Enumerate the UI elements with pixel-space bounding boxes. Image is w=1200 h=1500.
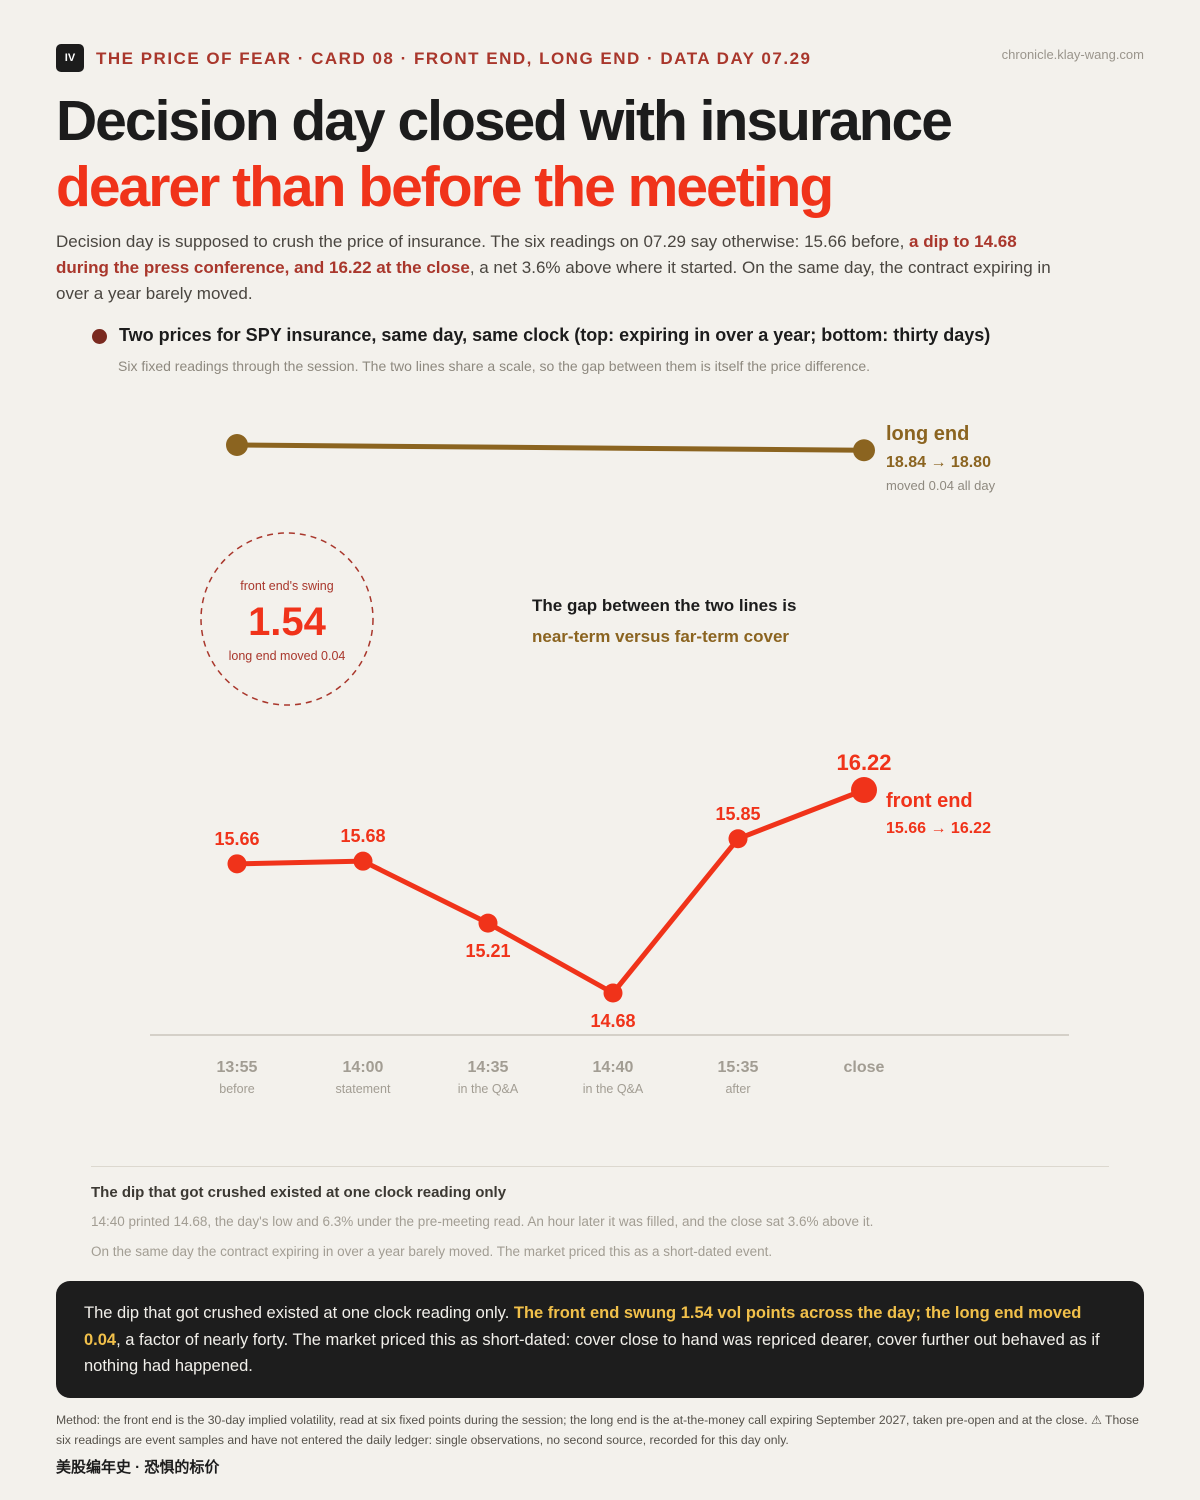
notes-title: The dip that got crushed existed at one … bbox=[91, 1184, 507, 1201]
callout-part-1: The dip that got crushed existed at one … bbox=[84, 1304, 514, 1322]
front-end-value-label: 15.85 bbox=[715, 804, 760, 824]
front-end-value-label: 14.68 bbox=[590, 1011, 635, 1031]
x-tick-label: in the Q&A bbox=[458, 1082, 519, 1096]
x-tick-label: before bbox=[219, 1082, 254, 1096]
front-end-point bbox=[478, 913, 498, 933]
chart-title: Two prices for SPY insurance, same day, … bbox=[119, 325, 991, 345]
front-end-point bbox=[603, 983, 623, 1003]
site-link[interactable]: chronicle.klay-wang.com bbox=[1001, 47, 1144, 62]
front-end-value-label: 15.68 bbox=[340, 826, 385, 846]
front-end-name: front end bbox=[886, 790, 973, 812]
headline-line-2: dearer than before the meeting bbox=[56, 155, 834, 219]
swing-circle bbox=[200, 532, 374, 706]
front-end-point bbox=[851, 777, 877, 803]
front-end-point bbox=[728, 829, 748, 849]
section-badge: IV bbox=[56, 44, 84, 72]
long-end-point bbox=[226, 434, 248, 456]
x-tick-time: 14:00 bbox=[343, 1059, 384, 1076]
notes-line-1: 14:40 printed 14.68, the day's low and 6… bbox=[91, 1214, 874, 1229]
summary-callout: The dip that got crushed existed at one … bbox=[56, 1281, 1144, 1398]
front-end-point bbox=[227, 854, 247, 874]
gap-annotation-line-1: The gap between the two lines is bbox=[532, 596, 797, 615]
x-tick-label: after bbox=[725, 1082, 750, 1096]
long-end-line bbox=[234, 442, 867, 453]
front-end-line bbox=[234, 787, 867, 996]
kicker: THE PRICE OF FEAR · CARD 08 · FRONT END,… bbox=[96, 49, 812, 68]
headline-line-1: Decision day closed with insurance bbox=[56, 89, 953, 153]
bullet-dot-icon bbox=[92, 329, 107, 344]
front-end-value-label: 16.22 bbox=[836, 750, 891, 775]
lede: Decision day is supposed to crush the pr… bbox=[56, 229, 1066, 307]
long-end-point bbox=[853, 439, 875, 462]
divider bbox=[91, 1166, 1109, 1167]
x-tick-time: 14:35 bbox=[468, 1059, 509, 1076]
x-tick-label: statement bbox=[336, 1082, 391, 1096]
front-end-value-label: 15.21 bbox=[465, 941, 510, 961]
x-tick-label: in the Q&A bbox=[583, 1082, 644, 1096]
callout-part-2: , a factor of nearly forty. The market p… bbox=[84, 1330, 1100, 1376]
swing-label: front end's swing bbox=[240, 579, 333, 593]
method-note: Method: the front end is the 30-day impl… bbox=[56, 1413, 1139, 1447]
volatility-chart: front end's swing 1.54 long end moved 0.… bbox=[150, 423, 1069, 1096]
gap-annotation-line-2: near-term versus far-term cover bbox=[532, 627, 789, 646]
chart-subtitle: Six fixed readings through the session. … bbox=[118, 358, 871, 374]
front-end-point bbox=[353, 851, 373, 871]
lede-part-2: , a net 3.6% above where it started. On … bbox=[56, 258, 1051, 303]
footer-series-title: 美股编年史 · 恐惧的标价 bbox=[56, 1459, 220, 1476]
front-end-range: 15.66 → 16.22 bbox=[886, 820, 991, 837]
lede-part-1: Decision day is supposed to crush the pr… bbox=[56, 232, 910, 251]
x-tick-time: 15:35 bbox=[718, 1059, 759, 1076]
kicker-row: IV THE PRICE OF FEAR · CARD 08 · FRONT E… bbox=[56, 44, 1144, 72]
callout-highlight: The front end swung 1.54 vol points acro… bbox=[84, 1304, 1082, 1349]
headline: Decision day closed with insurance deare… bbox=[56, 88, 953, 220]
front-end-value-label: 15.66 bbox=[214, 829, 259, 849]
notes-line-2: On the same day the contract expiring in… bbox=[91, 1244, 773, 1259]
swing-value: 1.54 bbox=[248, 600, 327, 644]
x-tick-time: close bbox=[844, 1059, 885, 1076]
x-tick-time: 13:55 bbox=[217, 1059, 258, 1076]
lede-highlight: a dip to 14.68 during the press conferen… bbox=[56, 232, 1017, 277]
long-end-name: long end bbox=[886, 423, 969, 445]
long-end-note: moved 0.04 all day bbox=[886, 478, 996, 493]
long-end-range: 18.84 → 18.80 bbox=[886, 454, 991, 471]
x-tick-time: 14:40 bbox=[593, 1059, 634, 1076]
swing-note: long end moved 0.04 bbox=[229, 649, 346, 663]
